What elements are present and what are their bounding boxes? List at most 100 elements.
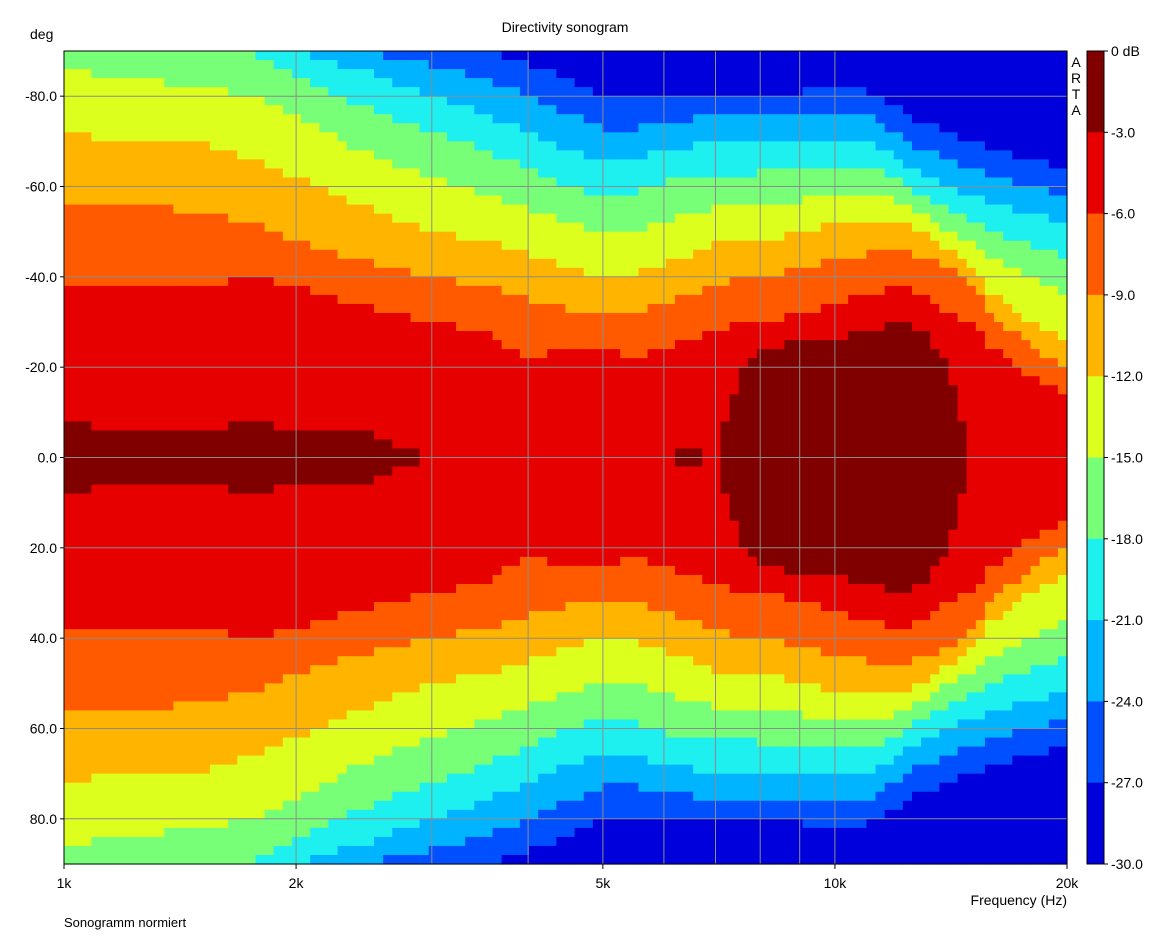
heatmap-cell (282, 240, 293, 287)
heatmap-cell (583, 87, 594, 124)
heatmap-cell (383, 60, 393, 79)
heatmap-cell (1048, 629, 1059, 666)
heatmap-cell (984, 737, 995, 766)
heatmap-cell (866, 620, 877, 666)
colorbar-label: -6.0 (1111, 206, 1135, 222)
heatmap-cell (756, 818, 767, 865)
heatmap-cell (939, 728, 950, 757)
heatmap-cell (100, 773, 111, 838)
heatmap-cell (848, 168, 858, 197)
heatmap-cell (820, 258, 831, 305)
heatmap-cell (310, 728, 320, 793)
heatmap-cell (237, 96, 247, 160)
heatmap-cell (720, 240, 731, 287)
heatmap-cell (191, 87, 202, 142)
heatmap-cell (392, 692, 402, 748)
heatmap-cell (1030, 249, 1041, 278)
heatmap-cell (647, 222, 658, 269)
heatmap-cell (255, 222, 266, 278)
heatmap-cell (647, 692, 658, 730)
heatmap-cell (100, 51, 111, 79)
heatmap-cell (82, 285, 92, 422)
heatmap-cell (994, 565, 1004, 594)
heatmap-cell (446, 276, 457, 323)
heatmap-cell (711, 114, 722, 142)
heatmap-cell (565, 565, 576, 603)
heatmap-cell (155, 285, 165, 431)
heatmap-cell (984, 204, 995, 233)
heatmap-cell (173, 87, 184, 142)
heatmap-cell (793, 683, 804, 712)
heatmap-cell (1030, 276, 1041, 323)
heatmap-cell (510, 294, 521, 350)
heatmap-cell (191, 51, 202, 88)
heatmap-cell (1057, 222, 1068, 260)
heatmap-cell (720, 285, 731, 332)
heatmap-cell (91, 629, 102, 712)
heatmap-cell (301, 836, 311, 865)
heatmap-cell (802, 827, 813, 865)
heatmap-cell (984, 150, 995, 179)
heatmap-cell (583, 719, 594, 757)
heatmap-cell (994, 656, 1004, 684)
heatmap-cell (474, 240, 485, 287)
heatmap-cell (911, 746, 922, 766)
heatmap-cell (100, 710, 111, 775)
heatmap-cell (1039, 556, 1050, 585)
heatmap-cell (1012, 701, 1023, 730)
heatmap-cell (519, 746, 530, 784)
heatmap-cell (547, 737, 557, 775)
heatmap-cell (939, 204, 950, 233)
heatmap-cell (483, 150, 494, 197)
heatmap-cell (884, 132, 895, 151)
heatmap-cell (893, 159, 904, 179)
heatmap-cell (291, 836, 302, 865)
heatmap-cell (875, 746, 886, 766)
heatmap-cell (328, 620, 339, 666)
heatmap-cell (601, 755, 612, 784)
heatmap-cell (866, 96, 877, 115)
heatmap-cell (310, 186, 320, 251)
heatmap-cell (647, 611, 658, 648)
heatmap-cell (756, 114, 767, 142)
heatmap-cell (574, 51, 585, 88)
heatmap-cell (401, 647, 412, 693)
heatmap-cell (866, 249, 877, 296)
heatmap-cell (665, 692, 676, 739)
heatmap-cell (291, 737, 302, 802)
heatmap-cell (228, 493, 238, 639)
heatmap-cell (893, 249, 904, 287)
heatmap-cell (601, 231, 612, 278)
heatmap-cell (738, 593, 749, 639)
heatmap-cell (556, 222, 567, 269)
heatmap-cell (173, 629, 184, 702)
brand-letter: T (1072, 86, 1081, 102)
heatmap-cell (510, 249, 521, 296)
heatmap-cell (136, 285, 147, 431)
heatmap-cell (374, 114, 384, 160)
heatmap-cell (465, 836, 475, 865)
heatmap-cell (930, 222, 940, 242)
heatmap-cell (693, 177, 703, 215)
heatmap-cell (483, 836, 494, 865)
heatmap-cell (319, 186, 330, 251)
heatmap-cell (793, 312, 804, 341)
heatmap-cell (611, 638, 621, 684)
heatmap-cell (665, 123, 676, 151)
heatmap-cell (1021, 322, 1032, 341)
heatmap-cell (219, 827, 229, 865)
heatmap-cell (684, 213, 694, 260)
heatmap-cell (565, 728, 576, 766)
heatmap-cell (1003, 303, 1013, 332)
heatmap-cell (775, 565, 785, 594)
heatmap-cell (519, 854, 530, 865)
heatmap-cell (237, 818, 247, 865)
heatmap-cell (884, 249, 895, 287)
heatmap-cell (793, 647, 804, 684)
heatmap-cell (766, 800, 776, 820)
heatmap-cell (456, 773, 466, 811)
heatmap-cell (155, 78, 165, 142)
heatmap-cell (219, 701, 229, 766)
heatmap-cell (948, 159, 959, 188)
heatmap-cell (583, 276, 594, 314)
